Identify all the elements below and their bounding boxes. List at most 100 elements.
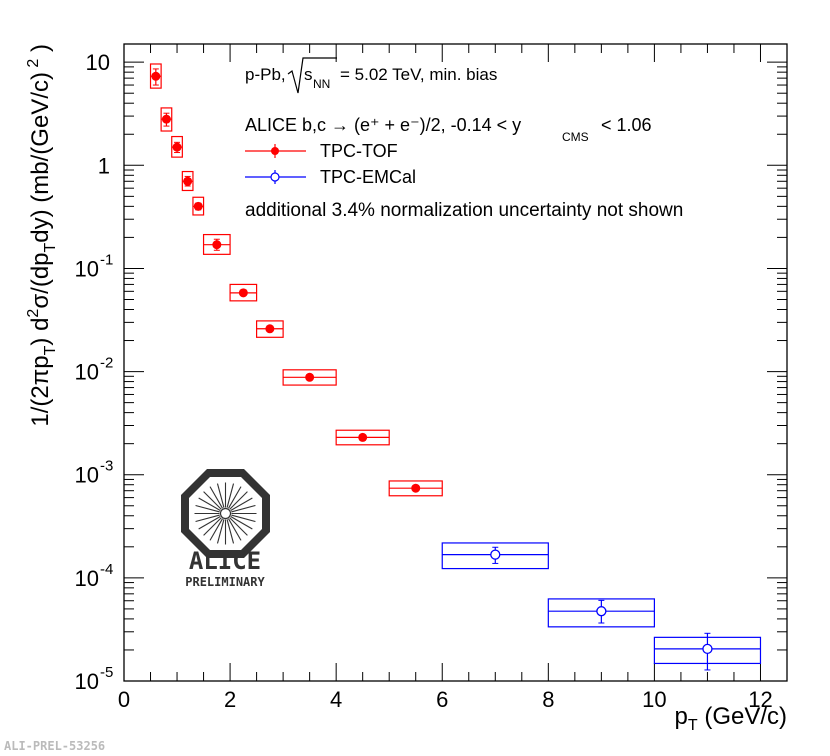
annotation-alice-line: ALICE b,c → (e⁺ + e⁻)/2, -0.14 < y xyxy=(245,115,521,135)
logo-ray xyxy=(230,516,253,530)
logo-ray xyxy=(203,517,222,536)
sqrt-symbol xyxy=(287,57,337,94)
marker xyxy=(238,288,248,298)
marker xyxy=(265,324,275,334)
logo-ray xyxy=(226,519,235,544)
data-point xyxy=(547,598,656,628)
footer-label: ALI-PREL-53256 xyxy=(4,739,105,753)
logo-ray xyxy=(216,483,225,508)
logo-ray xyxy=(231,514,256,523)
x-tick-label: 2 xyxy=(224,687,236,712)
logo-ray xyxy=(198,516,221,530)
marker xyxy=(596,606,607,617)
y-tick-exponent: -3 xyxy=(100,458,113,475)
data-point xyxy=(171,135,183,158)
alice-logo-rays xyxy=(194,482,257,545)
logo-ray xyxy=(195,514,220,523)
logo-ray xyxy=(209,486,223,509)
logo-ray xyxy=(198,497,221,511)
data-point xyxy=(149,63,162,89)
y-tick-label: 10 xyxy=(75,566,99,591)
marker xyxy=(172,142,182,152)
data-point xyxy=(335,429,390,446)
x-axis-title: pT (GeV/c) xyxy=(675,703,787,734)
legend-label-tpc-emcal: TPC-EMCal xyxy=(320,167,416,187)
logo-ray xyxy=(195,504,220,513)
marker xyxy=(151,71,161,81)
x-tick-label: 6 xyxy=(436,687,448,712)
sys-box xyxy=(441,542,549,570)
y-tick-label: 10 xyxy=(75,256,99,281)
data-point xyxy=(160,107,173,132)
logo-ray xyxy=(231,504,256,513)
logo-ray xyxy=(226,483,235,508)
legend-marker-open xyxy=(270,172,280,182)
y-tick-exponent: -2 xyxy=(100,355,113,372)
logo-ray xyxy=(230,497,253,511)
plot-frame xyxy=(123,43,788,682)
logo-ray xyxy=(209,518,223,541)
logo-ray xyxy=(229,517,248,536)
logo-ray xyxy=(216,519,225,544)
legend-label-tpc-tof: TPC-TOF xyxy=(320,141,398,161)
annotation-sqrt-sub: NN xyxy=(313,77,330,91)
marker xyxy=(411,483,421,493)
annotation-note: additional 3.4% normalization uncertaint… xyxy=(245,200,683,221)
data-point xyxy=(181,170,194,192)
x-tick-label: 10 xyxy=(642,687,666,712)
x-tick-label: 4 xyxy=(330,687,342,712)
marker xyxy=(305,372,315,382)
data-point xyxy=(653,632,762,671)
y-tick-label: 1 xyxy=(98,153,110,178)
y-tick-label: 10 xyxy=(86,50,110,75)
x-tick-label: 12 xyxy=(748,687,772,712)
data-point xyxy=(441,542,549,570)
annotation-cms-sub: CMS xyxy=(562,130,589,144)
marker xyxy=(490,549,501,560)
legend-entry-tpc-tof: TPC-TOF xyxy=(245,141,398,161)
x-tick-label: 8 xyxy=(542,687,554,712)
data-point xyxy=(282,369,337,386)
annotation-system: p-Pb, xyxy=(245,65,286,84)
y-tick-label: 10 xyxy=(75,360,99,385)
data-point xyxy=(202,233,231,255)
data-points xyxy=(149,63,762,671)
marker xyxy=(702,643,713,654)
marker xyxy=(193,201,203,211)
marker xyxy=(183,176,193,186)
annotation-sqrt-s: s xyxy=(304,65,313,84)
series-tpc-emcal xyxy=(441,542,762,671)
y-tick-exponent: -4 xyxy=(100,561,113,578)
data-point xyxy=(388,480,443,497)
data-point xyxy=(256,320,284,338)
y-tick-label: 10 xyxy=(75,463,99,488)
series-tpc-tof xyxy=(149,63,443,497)
y-tick-label: 10 xyxy=(75,669,99,694)
alice-logo-name: ALICE xyxy=(189,547,261,575)
legend: TPC-TOF TPC-EMCal xyxy=(245,141,416,187)
marker xyxy=(358,432,368,442)
y-tick-exponent: -5 xyxy=(100,664,113,681)
legend-entry-tpc-emcal: TPC-EMCal xyxy=(245,167,416,187)
marker xyxy=(212,240,222,250)
marker xyxy=(161,114,171,124)
annotation-block: p-Pb, s NN = 5.02 TeV, min. bias ALICE b… xyxy=(245,57,683,221)
logo-ray xyxy=(203,491,222,510)
y-tick-exponent: -1 xyxy=(100,251,113,268)
alice-logo-tag: PRELIMINARY xyxy=(185,575,265,589)
logo-ray xyxy=(228,518,242,541)
y-axis-title: 1/(2πpT) d2σ/(dpTdy) (mb/(GeV/c) 2 ) xyxy=(25,44,59,427)
logo-ray xyxy=(229,491,248,510)
data-point xyxy=(192,196,205,216)
data-point xyxy=(229,283,258,302)
legend-marker-filled xyxy=(271,147,279,155)
x-tick-label: 0 xyxy=(118,687,130,712)
alice-logo-center xyxy=(219,507,232,520)
sys-box xyxy=(547,598,656,628)
annotation-rapidity-end: < 1.06 xyxy=(601,115,652,135)
alice-logo: ALICE PRELIMINARY xyxy=(181,469,270,589)
logo-ray xyxy=(228,486,242,509)
annotation-energy: = 5.02 TeV, min. bias xyxy=(340,65,497,84)
